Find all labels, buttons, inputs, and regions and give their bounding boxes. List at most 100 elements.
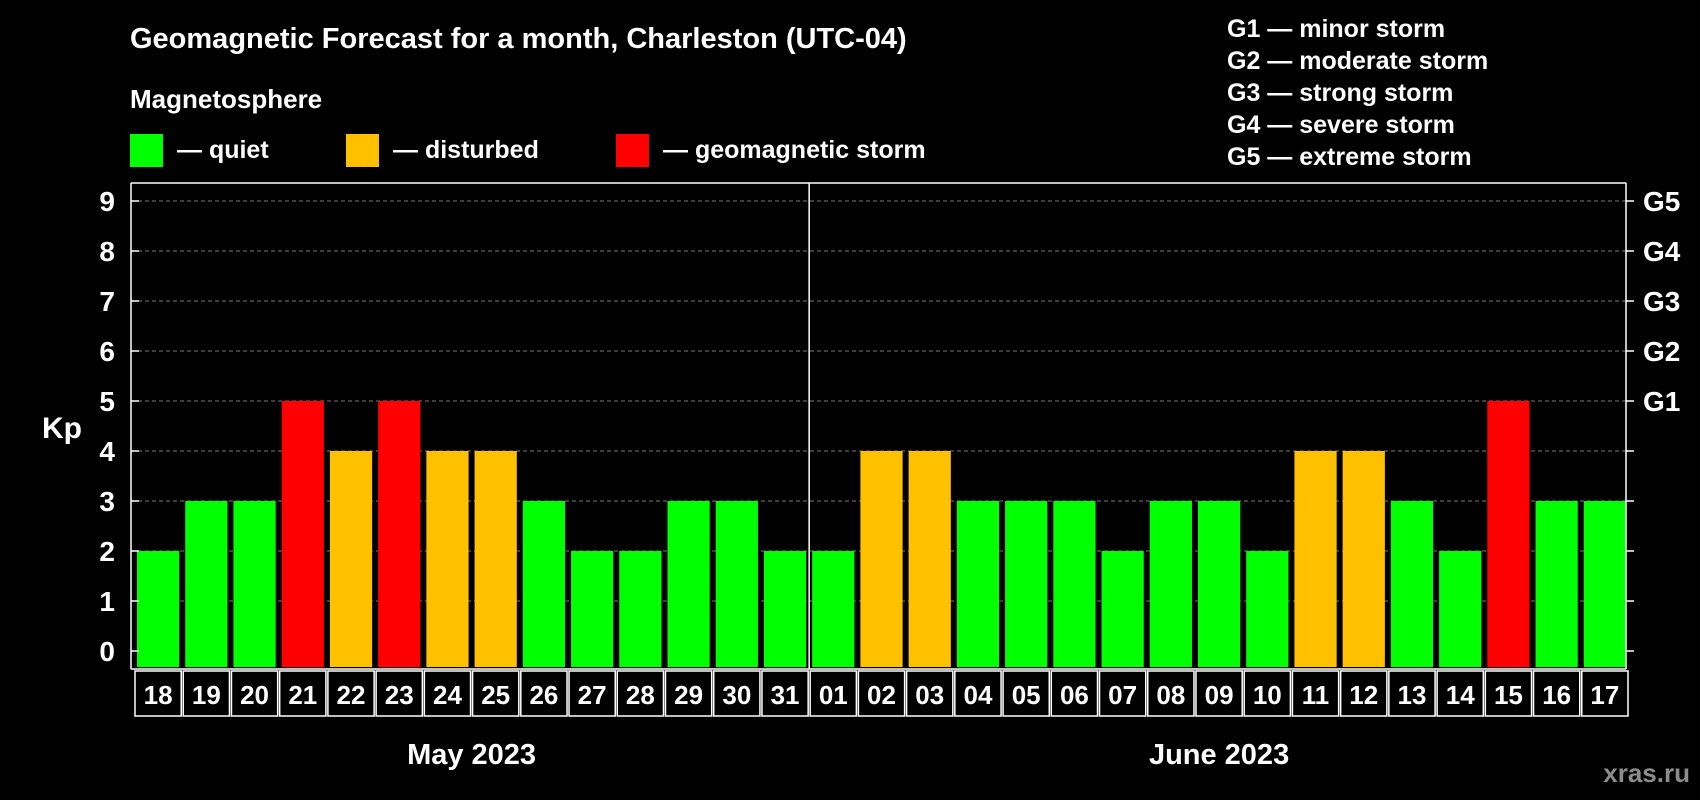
day-cell-15 [1484, 670, 1533, 717]
day-cell-12 [1339, 670, 1388, 717]
bar-06 [1053, 501, 1096, 667]
bar-14 [1439, 551, 1482, 667]
day-cell-14 [1436, 670, 1485, 717]
month-label-1: June 2023 [1149, 739, 1289, 771]
day-cell-06 [1050, 670, 1099, 717]
day-cell-01 [809, 670, 858, 717]
bar-08 [1149, 501, 1192, 667]
day-cell-19 [182, 670, 231, 717]
y-tick-label-4: 4 [99, 436, 115, 467]
day-cell-02 [857, 670, 906, 717]
day-cell-29 [664, 670, 713, 717]
day-label-12: 12 [1349, 680, 1378, 710]
right-axis-label-G4: G4 [1643, 236, 1681, 267]
bar-19 [185, 501, 228, 667]
day-cell-23 [375, 670, 424, 717]
day-label-16: 16 [1542, 680, 1571, 710]
day-label-13: 13 [1398, 680, 1427, 710]
day-cell-26 [520, 670, 568, 717]
day-label-08: 08 [1156, 680, 1185, 710]
bar-03 [908, 451, 951, 667]
bar-17 [1583, 501, 1626, 667]
watermark: xras.ru [1603, 758, 1690, 788]
day-cell-24 [423, 670, 472, 717]
day-label-04: 04 [963, 680, 992, 710]
day-label-17: 17 [1590, 680, 1619, 710]
day-label-19: 19 [192, 680, 221, 710]
right-axis-ticks: G1 G2 G3 G4 G5 [1626, 186, 1681, 652]
bar-24 [426, 451, 469, 667]
day-cell-30 [712, 670, 761, 717]
y-tick-label-5: 5 [99, 386, 115, 417]
bar-04 [956, 501, 1000, 667]
day-cell-07 [1098, 670, 1147, 717]
bar-20 [233, 501, 276, 667]
day-label-22: 22 [337, 680, 366, 710]
day-label-10: 10 [1253, 680, 1282, 710]
storm-scale-item-0: G1 — minor storm [1227, 15, 1445, 43]
day-label-23: 23 [385, 680, 414, 710]
month-labels: May 2023 June 2023 [407, 739, 1289, 771]
day-label-11: 11 [1302, 680, 1330, 710]
legend-label-2: — geomagnetic storm [663, 136, 926, 164]
day-label-06: 06 [1060, 680, 1089, 710]
day-cell-03 [905, 670, 954, 717]
bar-30 [715, 501, 758, 667]
bar-18 [137, 551, 180, 667]
day-cell-22 [327, 670, 375, 717]
bar-21 [281, 401, 324, 667]
right-axis-label-G2: G2 [1643, 336, 1680, 367]
bar-12 [1342, 451, 1385, 667]
y-tick-label-1: 1 [99, 586, 115, 617]
y-axis-label: Kp [42, 412, 82, 445]
storm-scale-item-2: G3 — strong storm [1227, 79, 1453, 107]
day-cell-18 [134, 670, 182, 717]
bar-29 [667, 501, 710, 667]
right-axis-label-G3: G3 [1643, 286, 1680, 317]
month-label-0: May 2023 [407, 739, 536, 771]
day-cell-11 [1291, 670, 1340, 717]
right-axis-label-G1: G1 [1643, 386, 1680, 417]
day-label-20: 20 [240, 680, 269, 710]
day-label-02: 02 [867, 680, 896, 710]
day-cell-08 [1146, 670, 1195, 717]
y-tick-label-9: 9 [99, 186, 115, 217]
day-label-18: 18 [144, 680, 173, 710]
bars [137, 401, 1626, 667]
chart-title: Geomagnetic Forecast for a month, Charle… [130, 23, 907, 55]
legend-label-0: — quiet [177, 136, 269, 164]
day-label-09: 09 [1205, 680, 1234, 710]
day-label-28: 28 [626, 680, 655, 710]
day-label-29: 29 [674, 680, 703, 710]
day-label-30: 30 [722, 680, 751, 710]
bar-15 [1487, 401, 1530, 667]
day-cell-20 [230, 670, 279, 717]
bar-01 [812, 551, 855, 667]
day-cell-10 [1243, 670, 1292, 717]
y-tick-label-2: 2 [99, 536, 115, 567]
axes [130, 182, 1627, 670]
legend-label-1: — disturbed [393, 136, 539, 164]
y-tick-label-7: 7 [99, 286, 115, 317]
bar-13 [1390, 501, 1434, 667]
day-label-15: 15 [1494, 680, 1523, 710]
day-cell-09 [1195, 670, 1243, 717]
bar-02 [860, 451, 903, 667]
day-label-05: 05 [1012, 680, 1041, 710]
day-label-25: 25 [481, 680, 510, 710]
y-tick-label-8: 8 [99, 236, 115, 267]
bar-22 [329, 451, 373, 667]
day-cell-28 [616, 670, 665, 717]
storm-scale-item-4: G5 — extreme storm [1227, 143, 1472, 171]
day-label-31: 31 [771, 680, 800, 710]
day-label-07: 07 [1108, 680, 1137, 710]
day-label-14: 14 [1446, 680, 1475, 710]
legend-swatch-1 [346, 134, 379, 167]
day-cell-25 [471, 670, 520, 717]
day-cell-13 [1388, 670, 1436, 717]
day-cell-04 [954, 670, 1002, 717]
x-axis-day-cells: 18 19 20 21 22 23 24 25 26 27 28 29 30 31 01 02 03 04 05 06… [134, 670, 1629, 717]
bar-28 [619, 551, 662, 667]
bar-23 [378, 401, 421, 667]
